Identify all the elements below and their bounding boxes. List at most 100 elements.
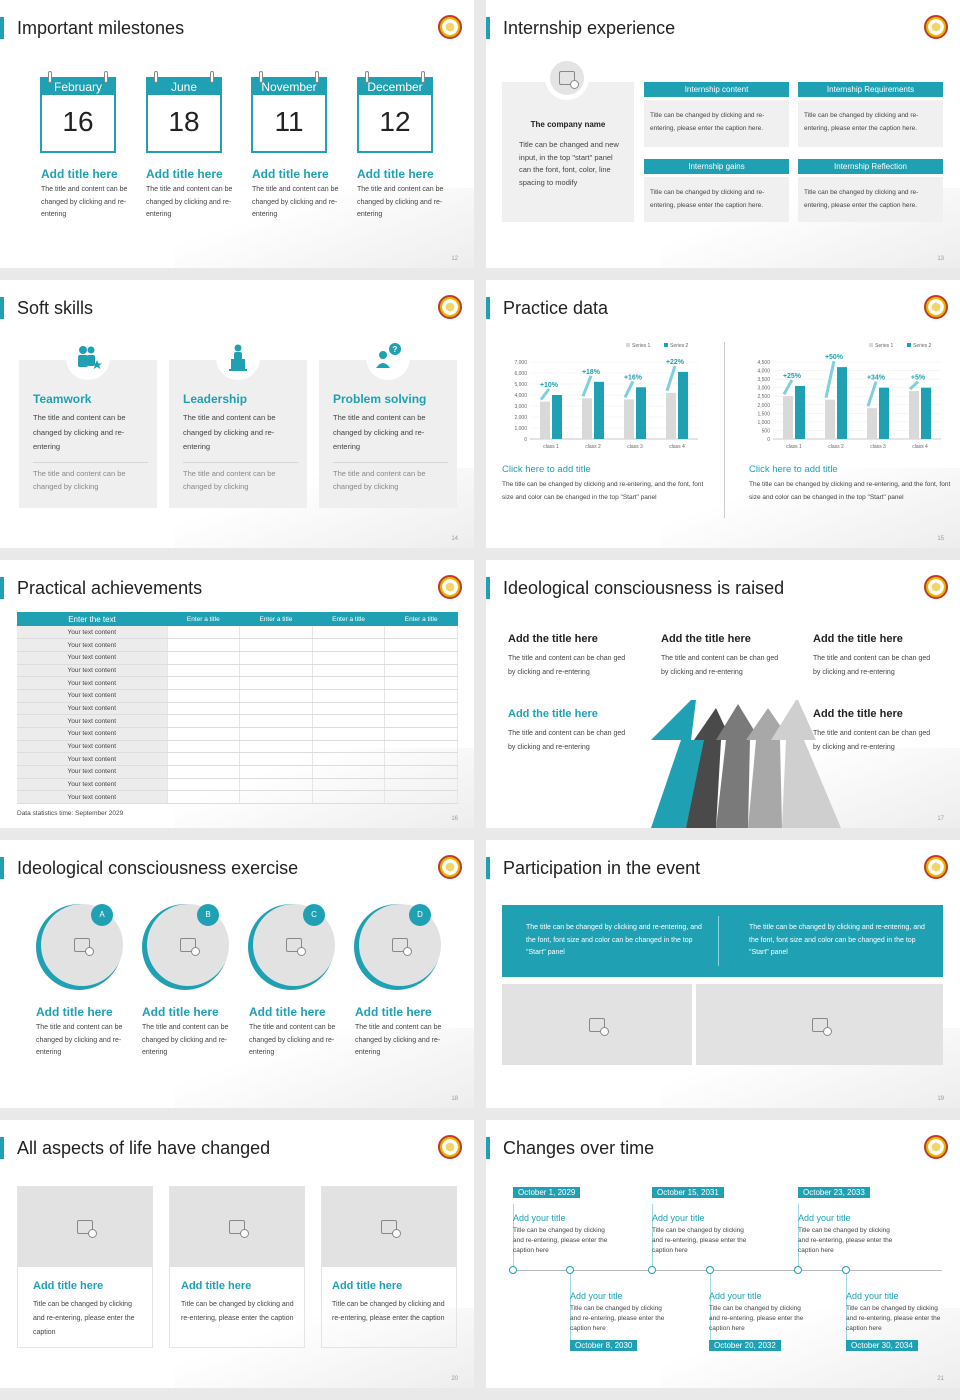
table-cell[interactable]: [384, 714, 458, 728]
table-cell[interactable]: [312, 790, 386, 805]
table-cell[interactable]: Your text content: [17, 727, 168, 741]
event-title[interactable]: Add your title: [652, 1213, 705, 1223]
milestone-desc[interactable]: The title and content can be changed by …: [252, 186, 339, 218]
table-cell[interactable]: [239, 778, 313, 792]
date-label[interactable]: October 30, 2034: [846, 1340, 918, 1351]
item-title[interactable]: Add the title here: [813, 633, 903, 645]
table-cell[interactable]: [384, 702, 458, 716]
event-title[interactable]: Add your title: [709, 1291, 762, 1301]
item-desc[interactable]: The title and content can be chan ged by…: [813, 730, 931, 751]
table-cell[interactable]: [239, 626, 313, 640]
table-cell[interactable]: [384, 689, 458, 703]
table-cell[interactable]: [239, 702, 313, 716]
card-title[interactable]: Add title here: [332, 1280, 403, 1292]
event-title[interactable]: Add your title: [846, 1291, 899, 1301]
milestone-desc[interactable]: The title and content can be changed by …: [41, 186, 128, 218]
table-cell[interactable]: [167, 740, 241, 754]
date-label[interactable]: October 23, 2033: [798, 1187, 870, 1198]
card-desc[interactable]: Title can be changed by clicking and re-…: [332, 1301, 445, 1322]
milestone-title[interactable]: Add title here: [41, 167, 118, 181]
image-placeholder[interactable]: [322, 1187, 456, 1267]
table-cell[interactable]: [167, 765, 241, 779]
table-cell[interactable]: [312, 626, 386, 640]
table-cell[interactable]: Your text content: [17, 689, 168, 703]
table-cell[interactable]: [167, 676, 241, 690]
company-title[interactable]: The company name: [530, 120, 606, 129]
card-desc[interactable]: Title can be changed by clicking and re-…: [33, 1301, 135, 1336]
box-desc[interactable]: Title can be changed by clicking and re-…: [650, 112, 765, 132]
image-placeholder[interactable]: [696, 984, 943, 1065]
table-cell[interactable]: [312, 752, 386, 767]
table-cell[interactable]: [167, 664, 241, 678]
table-cell[interactable]: [239, 714, 313, 728]
table-cell[interactable]: [384, 765, 458, 779]
table-cell[interactable]: [384, 727, 458, 741]
date-label[interactable]: October 8, 2030: [570, 1340, 638, 1351]
table-cell[interactable]: [312, 676, 386, 690]
table-cell[interactable]: [167, 626, 241, 640]
table-cell[interactable]: [312, 765, 386, 779]
milestone-title[interactable]: Add title here: [357, 167, 434, 181]
table-cell[interactable]: Your text content: [17, 778, 168, 792]
table-cell[interactable]: [384, 778, 458, 792]
item-desc[interactable]: The title and content can be changed by …: [142, 1024, 229, 1056]
table-cell[interactable]: [167, 714, 241, 728]
table-cell[interactable]: [239, 765, 313, 779]
milestone-title[interactable]: Add title here: [146, 167, 223, 181]
table-cell[interactable]: [312, 702, 386, 716]
item-title[interactable]: Add title here: [142, 1005, 219, 1019]
caption-desc[interactable]: The title can be changed by clicking and…: [502, 481, 704, 501]
event-desc[interactable]: Title can be changed by clicking and re-…: [513, 1227, 608, 1254]
item-title[interactable]: Add the title here: [661, 633, 751, 645]
table-cell[interactable]: Your text content: [17, 714, 168, 728]
box-header[interactable]: Internship content: [644, 82, 789, 97]
table-cell[interactable]: [312, 740, 386, 754]
event-desc[interactable]: Title can be changed by clicking and re-…: [709, 1305, 804, 1332]
table-cell[interactable]: [167, 651, 241, 665]
banner-text[interactable]: The title can be changed by clicking and…: [526, 924, 702, 956]
card-note[interactable]: The title and content can be changed by …: [333, 469, 426, 491]
card-title[interactable]: Teamwork: [33, 392, 92, 406]
card-note[interactable]: The title and content can be changed by …: [183, 469, 276, 491]
table-header[interactable]: Enter a title: [167, 612, 240, 626]
table-cell[interactable]: [312, 778, 386, 792]
table-cell[interactable]: [312, 638, 386, 652]
item-title[interactable]: Add the title here: [508, 633, 598, 645]
caption-title[interactable]: Click here to add title: [502, 464, 591, 475]
table-cell[interactable]: [239, 676, 313, 690]
company-desc[interactable]: Title can be changed and new input, in t…: [519, 140, 619, 187]
item-title[interactable]: Add title here: [355, 1005, 432, 1019]
table-cell[interactable]: [239, 740, 313, 754]
card-title[interactable]: Leadership: [183, 392, 248, 406]
card-desc[interactable]: The title and content can be changed by …: [183, 413, 276, 451]
table-cell[interactable]: [312, 727, 386, 741]
table-cell[interactable]: [167, 790, 241, 805]
banner-text[interactable]: The title can be changed by clicking and…: [749, 924, 925, 956]
date-label[interactable]: October 15, 2031: [652, 1187, 724, 1198]
table-cell[interactable]: [167, 702, 241, 716]
table-cell[interactable]: [239, 664, 313, 678]
milestone-desc[interactable]: The title and content can be changed by …: [146, 186, 233, 218]
item-desc[interactable]: The title and content can be chan ged by…: [661, 655, 779, 676]
event-desc[interactable]: Title can be changed by clicking and re-…: [846, 1305, 941, 1332]
table-cell[interactable]: [239, 651, 313, 665]
item-desc[interactable]: The title and content can be chan ged by…: [508, 730, 626, 751]
table-cell[interactable]: [239, 689, 313, 703]
table-cell[interactable]: [312, 689, 386, 703]
table-cell[interactable]: [167, 727, 241, 741]
image-placeholder[interactable]: [545, 56, 589, 100]
table-cell[interactable]: Your text content: [17, 752, 168, 767]
item-desc[interactable]: The title and content can be chan ged by…: [508, 655, 626, 676]
table-cell[interactable]: Your text content: [17, 664, 168, 678]
item-title[interactable]: Add title here: [36, 1005, 113, 1019]
date-label[interactable]: October 20, 2032: [709, 1340, 781, 1351]
image-placeholder[interactable]: [502, 984, 692, 1065]
table-header[interactable]: Enter a title: [239, 612, 313, 626]
table-cell[interactable]: [167, 778, 241, 792]
table-cell[interactable]: [312, 714, 386, 728]
date-label[interactable]: October 1, 2029: [513, 1187, 581, 1198]
milestone-title[interactable]: Add title here: [252, 167, 329, 181]
milestone-desc[interactable]: The title and content can be changed by …: [357, 186, 444, 218]
table-cell[interactable]: [167, 638, 241, 652]
item-title[interactable]: Add the title here: [508, 708, 598, 720]
